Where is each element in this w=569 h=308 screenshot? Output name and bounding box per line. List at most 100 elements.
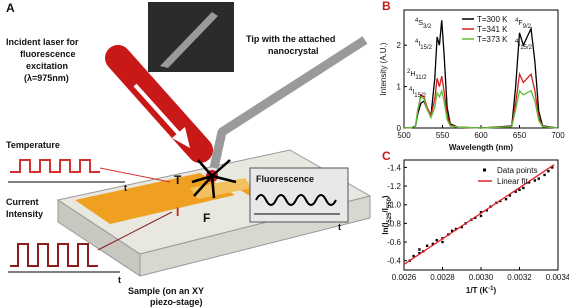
transition-label-part: 15/2 xyxy=(520,45,532,51)
data-point xyxy=(412,254,415,258)
panel-label: A xyxy=(6,1,15,15)
fluorescence-wave xyxy=(255,194,337,206)
data-point xyxy=(425,244,429,247)
transition-label-part: 4 xyxy=(415,39,419,45)
legend-label: T=373 K xyxy=(477,35,508,44)
symbol-i: I xyxy=(176,205,179,219)
laser-arrow-head xyxy=(172,127,190,148)
transition-label: 4I15/2 xyxy=(409,87,427,99)
x-tick-label: 700 xyxy=(551,131,565,140)
y-tick-label: -1.4 xyxy=(387,163,401,172)
transition-label-part: 15/2 xyxy=(414,93,426,99)
tip xyxy=(209,36,368,169)
laser-text: fluorescence xyxy=(20,49,76,59)
transition-label-part: 11/2 xyxy=(415,75,427,81)
temperature-label: Temperature xyxy=(6,140,60,150)
data-point xyxy=(485,209,488,212)
x-axis-label: 1/T (K-1) xyxy=(466,286,497,295)
temperature-wave xyxy=(10,159,100,173)
transition-label: 2H11/2 xyxy=(407,69,427,81)
data-point xyxy=(533,179,537,182)
sample-label: piezo-stage) xyxy=(150,297,203,307)
transition-label-part: 4 xyxy=(515,39,519,45)
y-tick-label: -1.0 xyxy=(387,201,401,210)
tip-text: Tip with the attached xyxy=(246,34,335,44)
sample-label: Sample (on an XY xyxy=(128,286,204,296)
y-tick-label: 1 xyxy=(397,83,402,92)
x-axis-label: Wavelength (nm) xyxy=(449,143,513,152)
laser-arrow xyxy=(133,83,182,137)
data-point xyxy=(435,238,438,242)
transition-label-part: 4 xyxy=(515,18,519,24)
transition-label-part: 4 xyxy=(415,18,419,24)
sem-tip xyxy=(160,12,218,68)
data-point xyxy=(527,181,531,184)
y-axis-label: Intensity (A.U.) xyxy=(379,42,388,95)
transition-label-part: I xyxy=(412,89,414,96)
data-point xyxy=(537,177,540,180)
bridge xyxy=(190,178,252,199)
current-label: Intensity xyxy=(6,209,43,219)
transition-label-part: I xyxy=(418,41,420,48)
y-axis-label-part: ln(I xyxy=(381,223,390,235)
data-point xyxy=(522,186,525,190)
legend-label: T=300 K xyxy=(477,15,508,24)
transition-label-part: I xyxy=(518,41,520,48)
data-point xyxy=(543,173,546,177)
panel-label: C xyxy=(382,149,391,163)
data-point xyxy=(450,229,454,233)
data-point xyxy=(518,188,521,192)
panel-label: B xyxy=(382,0,391,13)
y-axis-label-part: ) xyxy=(381,195,390,198)
pointer xyxy=(99,167,171,183)
transition-label-part: H xyxy=(410,71,415,78)
data-point xyxy=(504,197,508,201)
data-point xyxy=(454,227,458,231)
x-tick-label: 0.0030 xyxy=(469,273,494,282)
legend-label: Data points xyxy=(497,166,537,175)
transition-label-part: S xyxy=(418,20,423,27)
electrode xyxy=(75,173,235,224)
data-point xyxy=(418,248,421,251)
legend-label: Linear fit xyxy=(497,177,528,186)
legend-swatch xyxy=(483,168,486,172)
transition-label: 4I15/2 xyxy=(415,39,433,51)
data-point xyxy=(418,252,421,255)
x-tick-label: 600 xyxy=(474,131,488,140)
spectrum-line xyxy=(403,20,559,129)
y-axis-label-part: 525 xyxy=(387,212,393,223)
laser-text: (λ=975nm) xyxy=(24,73,69,83)
emission-arrows xyxy=(191,159,237,199)
x-axis-label-part: 1/T (K xyxy=(466,286,488,295)
axis-t: t xyxy=(124,183,127,193)
y-tick-label: -0.4 xyxy=(387,257,401,266)
data-point xyxy=(479,211,483,214)
x-tick-label: 650 xyxy=(513,131,527,140)
x-tick-label: 0.0026 xyxy=(392,273,417,282)
current-wave xyxy=(10,243,98,267)
data-point xyxy=(508,194,512,197)
y-axis-label-part: 550 xyxy=(387,197,393,208)
fit-line xyxy=(403,164,555,265)
x-tick-label: 550 xyxy=(436,131,450,140)
symbol-t: T xyxy=(174,173,182,187)
y-tick-label: -1.2 xyxy=(387,182,401,191)
axis-t: t xyxy=(118,275,121,285)
data-point xyxy=(431,242,435,246)
laser-text: excitation xyxy=(26,61,68,71)
y-tick-label: -0.8 xyxy=(387,219,401,228)
y-tick-label: 0 xyxy=(397,124,402,133)
y-axis-label: ln(I525/I550) xyxy=(381,195,393,234)
data-point xyxy=(551,166,554,169)
x-tick-label: 0.0032 xyxy=(507,273,532,282)
x-axis-label-part: -1 xyxy=(488,286,494,292)
laser-text: Incident laser for xyxy=(6,37,79,47)
y-axis-label-part: /I xyxy=(381,208,390,212)
y-tick-label: -0.6 xyxy=(387,238,401,247)
data-point xyxy=(460,225,463,229)
x-tick-label: 500 xyxy=(397,131,411,140)
data-point xyxy=(514,190,517,193)
symbol-f: F xyxy=(203,211,210,225)
tip-text: nanocrystal xyxy=(268,46,319,56)
panel-a: A Incident laser for fluorescence excita… xyxy=(6,1,372,307)
